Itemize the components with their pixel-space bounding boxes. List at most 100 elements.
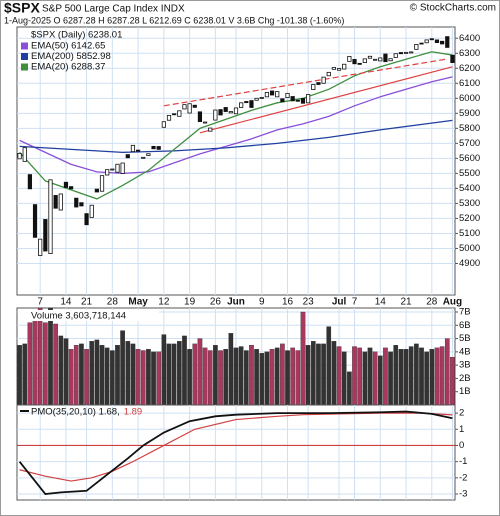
volume-bar [68,349,74,406]
volume-bar [362,351,368,406]
volume-bar [182,335,187,406]
y-tick-label: 4900 [459,258,480,269]
volume-bar [48,307,53,406]
y-tick-label: 3B [459,360,471,371]
candle [192,104,197,108]
candle [223,107,228,112]
candle [450,54,455,63]
candle [69,186,74,190]
signal-label: 1.89 [124,407,143,418]
candle [151,145,156,150]
candle [311,84,316,91]
x-tick-label: May [128,297,148,308]
volume-bar [310,341,316,406]
candle [403,51,409,54]
volume-bar [207,350,213,406]
y-tick-label: 0 [459,440,464,451]
volume-bar [17,345,22,406]
volume-bar [424,351,429,406]
candle [213,109,218,121]
candle [352,59,357,65]
candle [269,90,275,96]
volume-bar [43,322,48,406]
x-tick-label: 12 [158,297,170,308]
candle [58,193,63,211]
candle [378,57,383,62]
x-tick-label: 26 [210,297,222,308]
x-tick-label: 9 [259,297,265,308]
volume-bar [140,350,146,406]
candle [218,109,223,116]
volume-bar [166,343,172,406]
volume-bar [63,338,69,406]
volume-bar [89,341,95,406]
volume-bar [280,343,285,406]
volume-bar [269,349,275,406]
volume-bar [192,343,198,406]
y-tick-label: 6B [459,320,471,331]
candle [264,92,270,98]
candle [146,153,151,156]
candle [115,163,120,173]
volume-bar [367,347,373,406]
legend-entry: EMA(50) 6142.65 [31,41,105,52]
volume-bar [290,347,295,406]
x-tick-label: Aug [443,297,462,308]
y-tick-label: 2B [459,373,471,384]
volume-bar [377,355,383,406]
index-name: S&P 500 Large Cap Index INDX [42,4,185,15]
candle [53,195,58,209]
x-tick-label: 23 [303,297,315,308]
volume-bar [130,343,136,406]
x-tick-label: 14 [375,297,387,308]
ema-line [19,119,453,154]
x-tick-label: 14 [60,297,72,308]
y-tick-label: -1 [459,456,467,467]
volume-bar [295,350,301,406]
candle [388,58,393,62]
candle [89,204,94,218]
volume-bar [213,345,218,406]
candle [197,111,203,122]
candle [398,52,403,55]
quote: 1-Aug-2025 O 6287.28 H 6287.28 L 6212.69… [4,15,344,25]
candle [187,103,192,114]
volume-bar [300,311,306,406]
candle [120,162,125,174]
candle [393,53,398,58]
candle [130,144,136,153]
candle [27,174,32,190]
y-tick-label: 5900 [459,108,480,119]
volume-bar [434,347,440,406]
volume-bar [22,343,28,406]
candle [306,94,311,104]
volume-bar [79,343,84,406]
legend-swatch [21,42,28,50]
y-tick-label: 2 [459,408,464,419]
volume-bar [321,343,326,406]
candle [280,98,285,103]
candle [48,179,53,254]
x-tick-label: 21 [400,297,412,308]
candle [295,99,300,102]
pmo-line [18,410,453,495]
y-tick-label: 5800 [459,123,480,134]
candle [342,63,347,70]
candle [105,169,110,176]
volume-bar [110,350,115,406]
candle [239,102,244,108]
candle [79,202,84,207]
volume-bar [429,349,435,406]
candle [94,188,99,193]
volume-bar [120,330,125,406]
candle [43,219,48,252]
x-tick-label: 16 [282,297,294,308]
symbol: $SPX [4,0,40,16]
candle [419,42,424,45]
candle [445,36,450,48]
y-tick-label: -2 [459,472,467,483]
candle [275,91,280,98]
volume-bar [27,322,33,406]
legend-entry: EMA(20) 6288.37 [31,62,105,73]
